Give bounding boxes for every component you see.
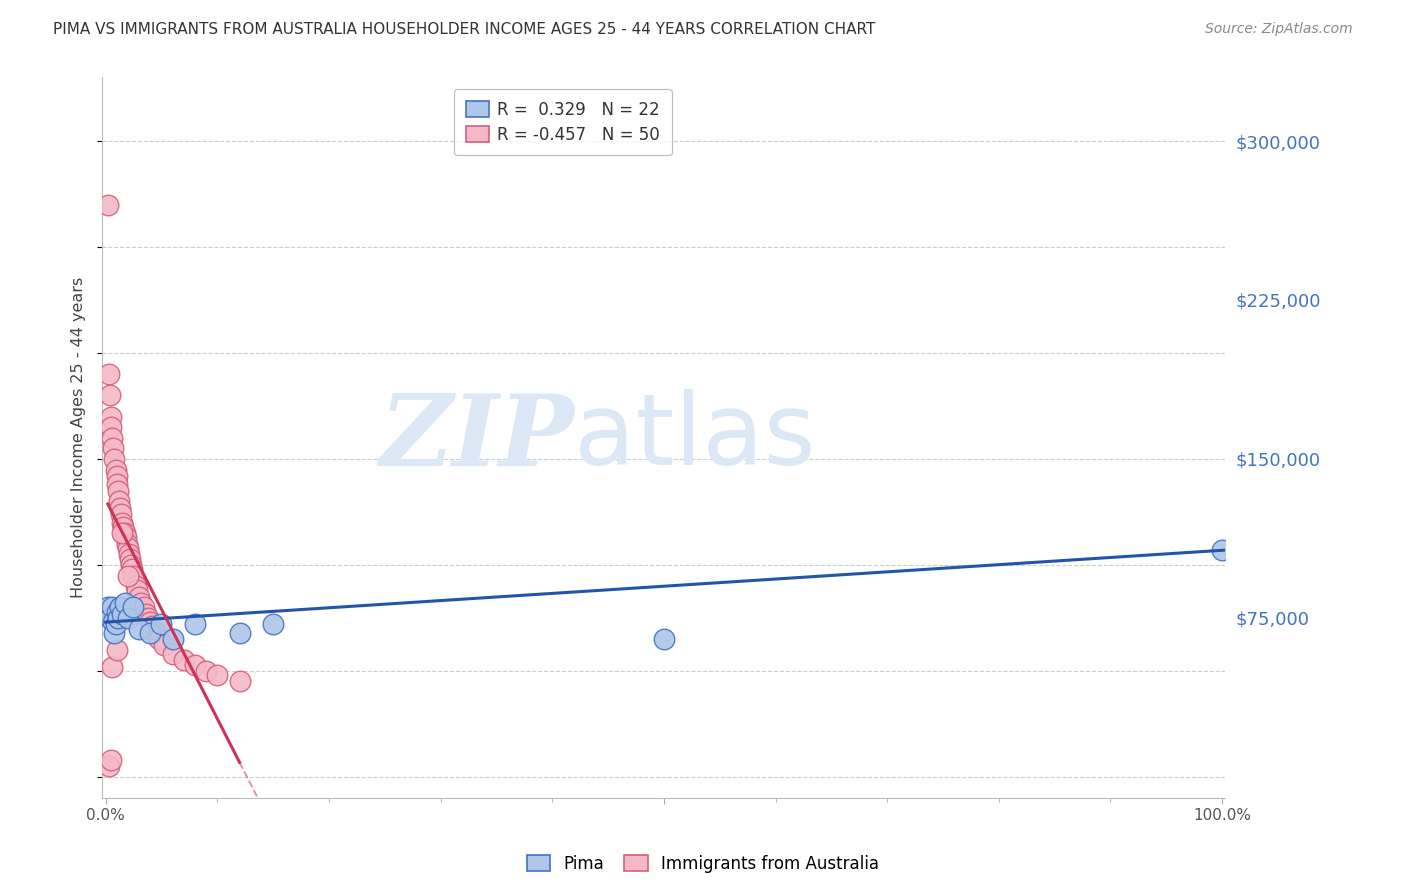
Point [120, 551, 142, 566]
Point [1211, 543, 1233, 558]
Point [121, 562, 143, 576]
Point [128, 622, 150, 636]
Point [112, 520, 135, 534]
Point [100, 409, 122, 424]
Y-axis label: Householder Income Ages 25 - 44 years: Householder Income Ages 25 - 44 years [72, 277, 86, 599]
Point [101, 431, 124, 445]
Point [97, 197, 120, 211]
Legend: Pima, Immigrants from Australia: Pima, Immigrants from Australia [520, 848, 886, 880]
Point [98, 388, 121, 402]
Point [111, 516, 134, 530]
Point [105, 469, 128, 483]
Point [148, 632, 170, 646]
Point [97, 367, 120, 381]
Point [139, 615, 162, 629]
Point [195, 664, 218, 678]
Point [117, 611, 139, 625]
Point [98, 611, 121, 625]
Point [184, 657, 207, 672]
Point [111, 607, 134, 621]
Point [139, 625, 162, 640]
Point [103, 615, 125, 629]
Point [117, 541, 139, 555]
Point [108, 600, 131, 615]
Point [150, 617, 173, 632]
Text: ZIP: ZIP [380, 390, 574, 486]
Point [110, 507, 132, 521]
Point [135, 607, 157, 621]
Point [125, 579, 148, 593]
Point [652, 632, 675, 646]
Point [173, 653, 195, 667]
Point [122, 568, 145, 582]
Point [128, 590, 150, 604]
Legend: R =  0.329   N = 22, R = -0.457   N = 50: R = 0.329 N = 22, R = -0.457 N = 50 [454, 89, 672, 155]
Point [122, 600, 145, 615]
Point [104, 617, 127, 632]
Point [97, 759, 120, 773]
Point [107, 611, 129, 625]
Point [136, 611, 159, 625]
Point [228, 674, 250, 689]
Point [108, 500, 131, 515]
Point [118, 547, 141, 561]
Point [117, 568, 139, 582]
Point [103, 452, 125, 467]
Point [100, 753, 122, 767]
Point [205, 668, 228, 682]
Point [145, 625, 167, 640]
Point [115, 537, 138, 551]
Point [103, 625, 125, 640]
Point [111, 526, 134, 541]
Point [125, 583, 148, 598]
Point [108, 494, 131, 508]
Point [101, 659, 124, 673]
Point [105, 605, 128, 619]
Point [132, 600, 155, 615]
Point [105, 477, 128, 491]
Point [100, 420, 122, 434]
Point [107, 483, 129, 498]
Point [141, 619, 163, 633]
Text: Source: ZipAtlas.com: Source: ZipAtlas.com [1205, 22, 1353, 37]
Text: atlas: atlas [574, 389, 815, 486]
Point [105, 642, 128, 657]
Point [184, 617, 207, 632]
Point [103, 442, 125, 456]
Point [101, 600, 124, 615]
Point [97, 600, 120, 615]
Text: PIMA VS IMMIGRANTS FROM AUSTRALIA HOUSEHOLDER INCOME AGES 25 - 44 YEARS CORRELAT: PIMA VS IMMIGRANTS FROM AUSTRALIA HOUSEH… [53, 22, 876, 37]
Point [162, 647, 184, 661]
Point [104, 462, 127, 476]
Point [152, 639, 174, 653]
Point [114, 596, 136, 610]
Point [114, 526, 136, 541]
Point [129, 596, 152, 610]
Point [114, 530, 136, 544]
Point [262, 617, 284, 632]
Point [162, 632, 184, 646]
Point [228, 625, 250, 640]
Point [120, 558, 142, 572]
